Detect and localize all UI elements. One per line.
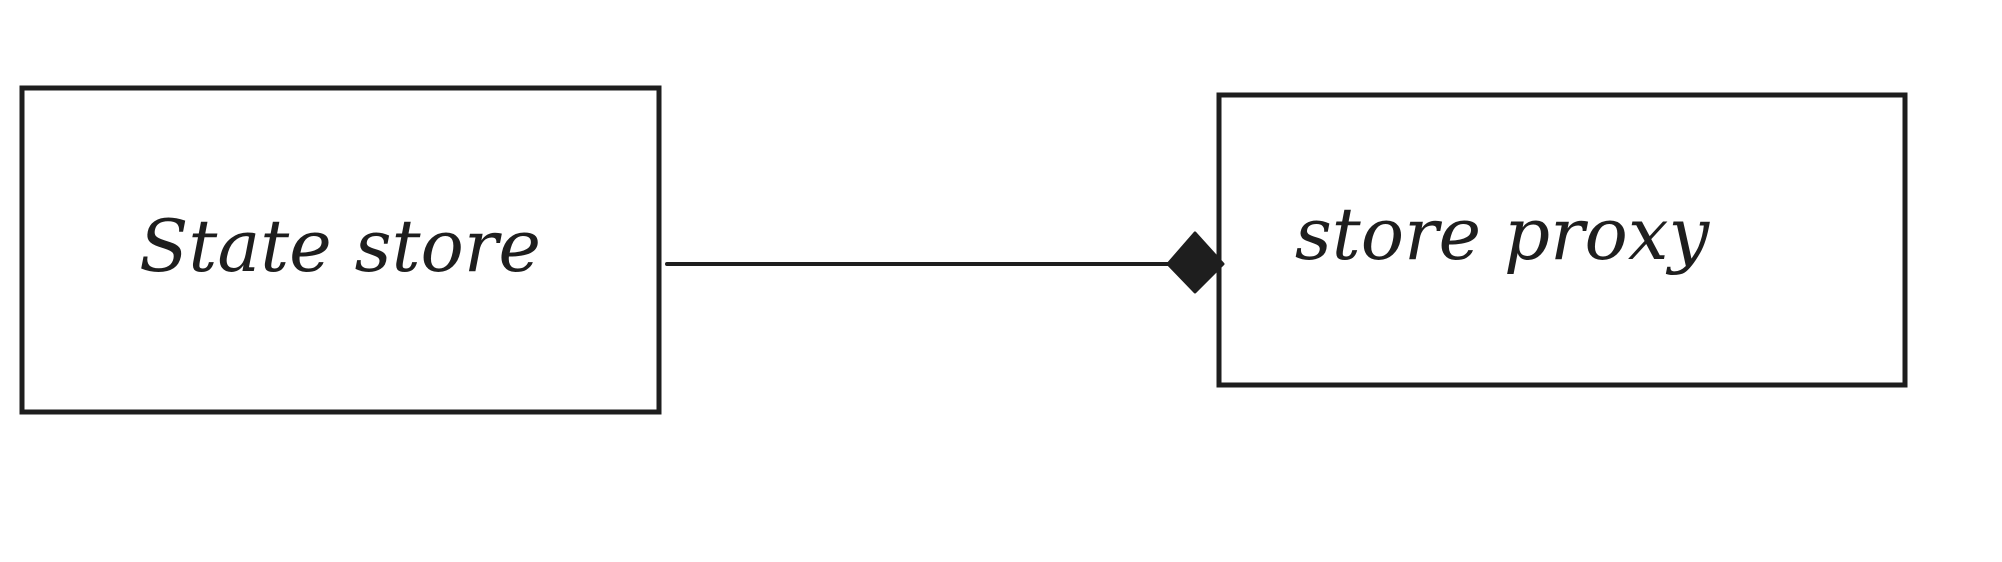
node-state-store-box [19,85,662,415]
node-store-proxy-label: store proxy [1295,192,1711,276]
edge-state-store-to-store-proxy[interactable] [665,231,1225,294]
node-state-store[interactable]: State store [19,85,662,415]
diamond-arrowhead-icon [1166,231,1225,294]
node-state-store-label: State store [139,204,541,288]
node-store-proxy[interactable]: store proxy [1216,92,1908,388]
node-store-proxy-box [1216,92,1908,388]
